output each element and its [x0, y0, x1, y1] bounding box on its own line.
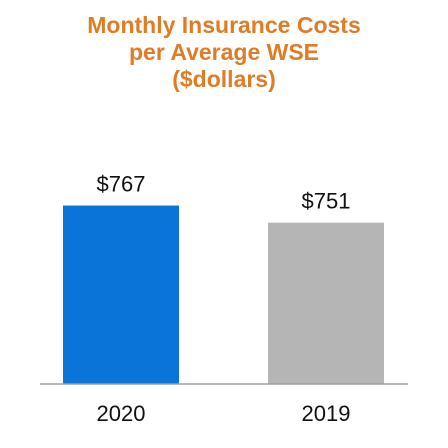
bars-layer [63, 205, 384, 384]
bar-2020 [63, 205, 179, 384]
data-label-2019: $751 [302, 189, 351, 214]
chart-title: Monthly Insurance Costs per Average WSE … [0, 12, 448, 93]
chart-title-line-3: ($dollars) [172, 66, 276, 92]
x-tick-label-2020: 2020 [97, 401, 146, 426]
x-tick-label-2019: 2019 [302, 401, 351, 426]
bar-2019 [268, 222, 384, 384]
data-label-2020: $767 [97, 172, 146, 197]
chart-title-line-2: per Average WSE [128, 39, 320, 65]
labels-layer: $767 2020 $751 2019 [97, 172, 351, 426]
chart-title-line-1: Monthly Insurance Costs [87, 12, 361, 38]
